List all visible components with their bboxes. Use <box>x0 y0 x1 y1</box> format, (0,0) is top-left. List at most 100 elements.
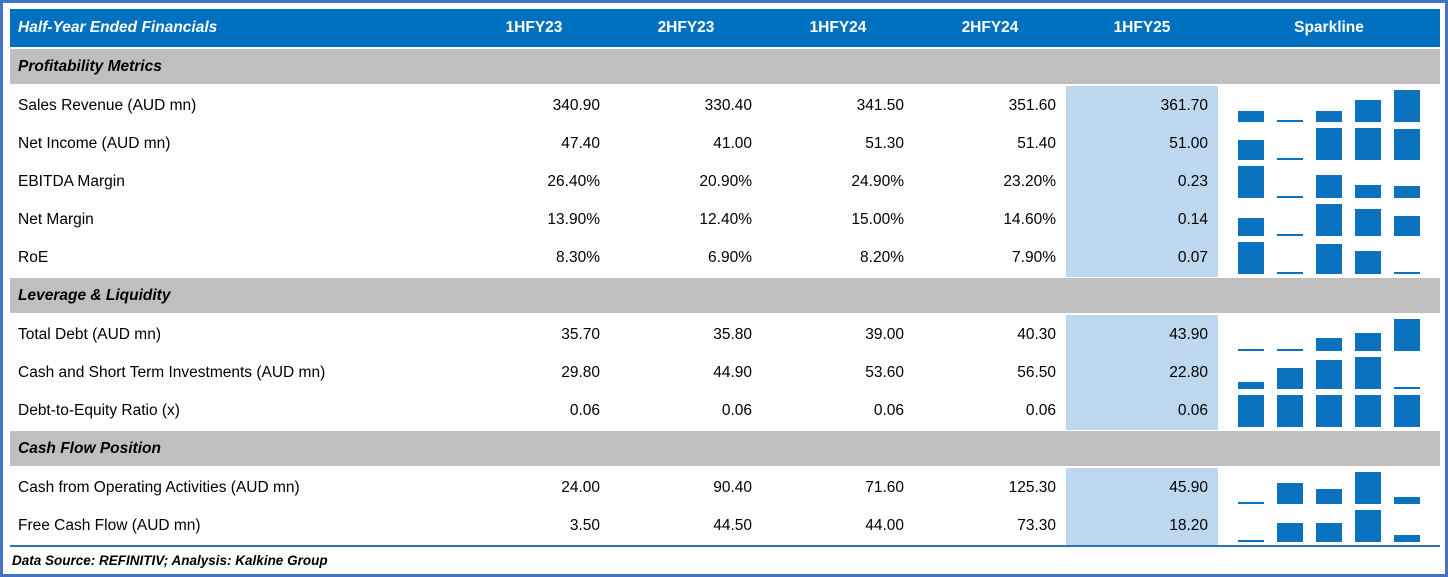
table-row-total-debt-aud-mn: Total Debt (AUD mn) 35.70 35.80 39.00 40.30 4… <box>10 315 1440 354</box>
sparkline <box>1238 238 1420 277</box>
value-1hfy24: 39.00 <box>865 325 904 343</box>
section-header-leverage-liquidity: Leverage & Liquidity <box>10 276 1440 315</box>
sparkline-bar <box>1238 540 1264 542</box>
row-label: Net Margin <box>18 210 94 228</box>
sparkline-bar <box>1316 523 1342 542</box>
section-label: Cash Flow Position <box>18 439 161 457</box>
header-row: Half-Year Ended Financials 1HFY23 2HFY23… <box>10 9 1440 47</box>
row-label: RoE <box>18 248 49 266</box>
value-1hfy25: 0.06 <box>1066 391 1218 430</box>
sparkline-cell <box>1218 124 1440 163</box>
table-row-cash-and-short-term-investments-aud-mn: Cash and Short Term Investments (AUD mn)… <box>10 353 1440 392</box>
sparkline-cell <box>1218 200 1440 239</box>
value-1hfy25: 45.90 <box>1066 468 1218 507</box>
table-row-net-income-aud-mn: Net Income (AUD mn) 47.40 41.00 51.30 51.40 5… <box>10 124 1440 163</box>
sparkline-bar <box>1355 209 1381 236</box>
value-2hfy24: 73.30 <box>1017 516 1056 534</box>
section-label: Leverage & Liquidity <box>18 286 171 304</box>
section-label: Profitability Metrics <box>18 57 162 75</box>
sparkline-bar <box>1394 90 1420 122</box>
sparkline-bar <box>1394 387 1420 389</box>
sparkline-bar <box>1277 483 1303 504</box>
value-2hfy23: 20.90% <box>699 172 752 190</box>
sparkline-bar <box>1316 244 1342 274</box>
sparkline <box>1238 391 1420 430</box>
value-1hfy25: 0.07 <box>1066 238 1218 277</box>
sparkline-bar <box>1316 111 1342 122</box>
value-2hfy24: 40.30 <box>1017 325 1056 343</box>
sparkline-bar <box>1394 129 1420 160</box>
sparkline-bar <box>1316 128 1342 160</box>
footer-divider <box>10 545 1440 547</box>
table-row-roe: RoE 8.30% 6.90% 8.20% 7.90% 0.07 <box>10 238 1440 277</box>
sparkline-cell <box>1218 162 1440 201</box>
sparkline-bar <box>1277 120 1303 122</box>
value-2hfy24: 351.60 <box>1008 96 1056 114</box>
value-2hfy23: 0.06 <box>721 401 752 419</box>
row-label: Cash from Operating Activities (AUD mn) <box>18 478 300 496</box>
value-2hfy23: 44.90 <box>713 363 752 381</box>
value-2hfy23: 12.40% <box>699 210 752 228</box>
column-header-2hfy23: 2HFY23 <box>657 19 715 36</box>
column-header-1hfy25: 1HFY25 <box>1113 19 1171 36</box>
sparkline-bar <box>1394 216 1420 236</box>
sparkline-bar <box>1277 234 1303 236</box>
column-header-2hfy24: 2HFY24 <box>961 19 1019 36</box>
sparkline <box>1238 353 1420 392</box>
sparkline-bar <box>1316 360 1342 389</box>
sparkline-bar <box>1394 395 1420 427</box>
value-1hfy25: 18.20 <box>1066 506 1218 545</box>
value-2hfy24: 51.40 <box>1017 134 1056 152</box>
value-2hfy24: 56.50 <box>1017 363 1056 381</box>
sparkline-bar <box>1238 395 1264 427</box>
sparkline-bar <box>1238 166 1264 198</box>
value-2hfy24: 23.20% <box>1003 172 1056 190</box>
row-label: Sales Revenue (AUD mn) <box>18 96 197 114</box>
data-source-note: Data Source: REFINITIV; Analysis: Kalkin… <box>12 553 328 568</box>
sparkline-bar <box>1355 357 1381 389</box>
sparkline-bar <box>1238 502 1264 504</box>
sparkline-bar <box>1316 175 1342 198</box>
table-title: Half-Year Ended Financials <box>18 19 218 36</box>
sparkline <box>1238 506 1420 545</box>
sparkline-bar <box>1394 497 1420 504</box>
value-1hfy23: 0.06 <box>569 401 600 419</box>
value-1hfy25: 361.70 <box>1066 86 1218 125</box>
row-label: Net Income (AUD mn) <box>18 134 171 152</box>
sparkline-bar <box>1394 186 1420 198</box>
sparkline-bar <box>1238 242 1264 274</box>
sparkline-bar <box>1316 489 1342 504</box>
sparkline-bar <box>1316 204 1342 236</box>
value-1hfy25: 51.00 <box>1066 124 1218 163</box>
value-2hfy23: 330.40 <box>704 96 752 114</box>
sparkline-bar <box>1355 128 1381 160</box>
sparkline-bar <box>1238 218 1264 236</box>
value-2hfy23: 90.40 <box>713 478 752 496</box>
sparkline-bar <box>1277 272 1303 274</box>
table-row-sales-revenue-aud-mn: Sales Revenue (AUD mn) 340.90 330.40 341.50… <box>10 86 1440 125</box>
value-1hfy24: 51.30 <box>865 134 904 152</box>
sparkline-bar <box>1238 349 1264 351</box>
sparkline-bar <box>1277 395 1303 427</box>
sparkline-bar <box>1238 111 1264 122</box>
value-1hfy24: 24.90% <box>851 172 904 190</box>
column-header-1hfy24: 1HFY24 <box>809 19 867 36</box>
value-2hfy23: 44.50 <box>713 516 752 534</box>
value-1hfy24: 0.06 <box>873 401 904 419</box>
row-label: EBITDA Margin <box>18 172 125 190</box>
table-row-free-cash-flow-aud-mn: Free Cash Flow (AUD mn) 3.50 44.50 44.00 73.… <box>10 506 1440 545</box>
value-1hfy25: 0.14 <box>1066 200 1218 239</box>
sparkline <box>1238 162 1420 201</box>
row-label: Total Debt (AUD mn) <box>18 325 161 343</box>
row-label: Debt-to-Equity Ratio (x) <box>18 401 180 419</box>
value-1hfy23: 8.30% <box>556 248 600 266</box>
sparkline-bar <box>1277 196 1303 198</box>
sparkline-bar <box>1277 368 1303 389</box>
value-1hfy24: 341.50 <box>856 96 904 114</box>
value-1hfy24: 8.20% <box>860 248 904 266</box>
sparkline-bar <box>1238 382 1264 389</box>
table-row-debt-to-equity-ratio-x: Debt-to-Equity Ratio (x) 0.06 0.06 0.06 0.06… <box>10 391 1440 430</box>
value-1hfy23: 26.40% <box>547 172 600 190</box>
section-header-profitability-metrics: Profitability Metrics <box>10 47 1440 86</box>
